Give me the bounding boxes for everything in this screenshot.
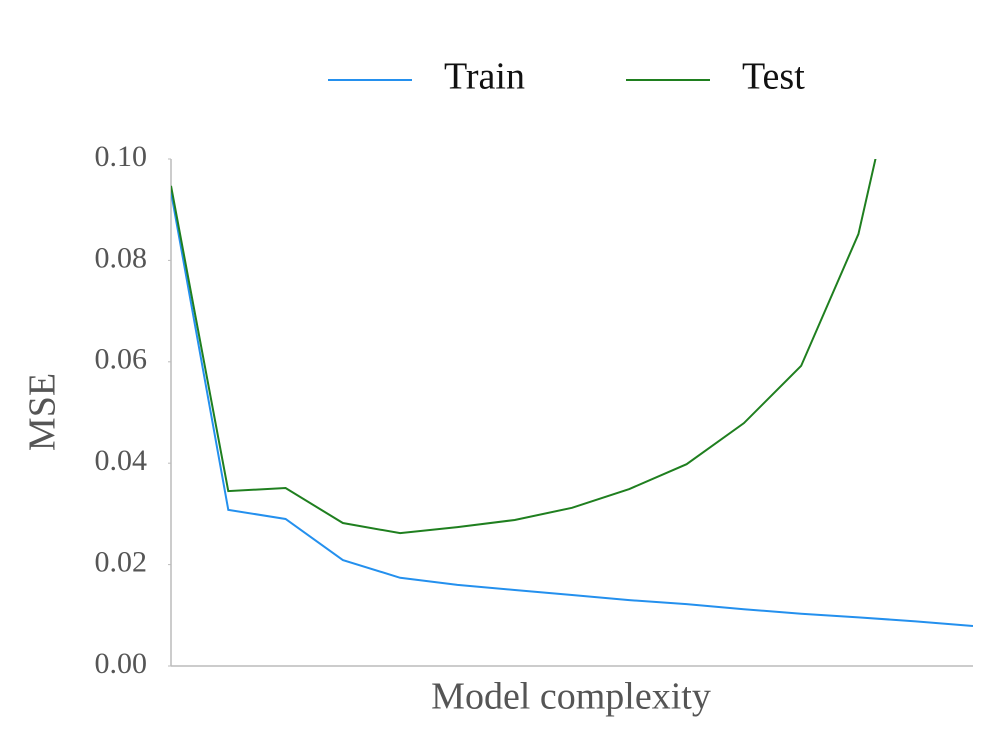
y-tick-label: 0.10: [95, 140, 148, 173]
y-tick-label: 0.08: [95, 241, 148, 274]
legend-label: Test: [742, 56, 805, 98]
y-axis-label: MSE: [22, 373, 64, 451]
y-tick-label: 0.00: [95, 647, 148, 680]
series-line: [171, 159, 877, 535]
y-tick-label: 0.04: [95, 444, 148, 477]
plot-area: [171, 159, 973, 627]
legend-label: Train: [444, 56, 525, 98]
x-axis-label: Model complexity: [431, 676, 711, 718]
y-tick-label: 0.06: [95, 343, 148, 376]
series-line: [171, 191, 973, 627]
y-tick-label: 0.02: [95, 545, 148, 578]
